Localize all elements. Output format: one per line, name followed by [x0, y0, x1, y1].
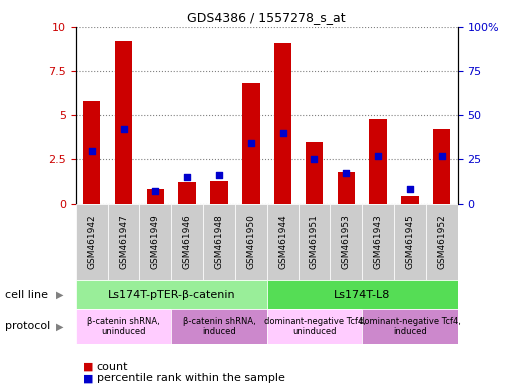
Title: GDS4386 / 1557278_s_at: GDS4386 / 1557278_s_at: [187, 11, 346, 24]
Point: [342, 170, 350, 177]
Point: [119, 126, 128, 132]
Text: GSM461952: GSM461952: [437, 215, 446, 269]
Bar: [235, 204, 267, 280]
Bar: [299, 204, 331, 280]
Bar: [401, 197, 418, 204]
Text: GSM461951: GSM461951: [310, 215, 319, 269]
Text: β-catenin shRNA,
induced: β-catenin shRNA, induced: [183, 317, 255, 336]
Bar: [178, 182, 196, 204]
Text: ▶: ▶: [56, 290, 64, 300]
Bar: [242, 83, 259, 204]
Bar: [115, 41, 132, 204]
Bar: [369, 119, 387, 204]
Point: [151, 188, 160, 194]
Point: [310, 156, 319, 162]
Text: GSM461945: GSM461945: [405, 215, 414, 269]
Bar: [362, 309, 458, 344]
Text: GSM461947: GSM461947: [119, 215, 128, 269]
Text: dominant-negative Tcf4,
induced: dominant-negative Tcf4, induced: [359, 317, 461, 336]
Text: protocol: protocol: [5, 321, 51, 331]
Bar: [267, 280, 458, 309]
Text: Ls174T-pTER-β-catenin: Ls174T-pTER-β-catenin: [107, 290, 235, 300]
Bar: [394, 204, 426, 280]
Text: GSM461942: GSM461942: [87, 215, 96, 269]
Text: percentile rank within the sample: percentile rank within the sample: [97, 373, 285, 383]
Bar: [172, 204, 203, 280]
Text: dominant-negative Tcf4,
uninduced: dominant-negative Tcf4, uninduced: [264, 317, 366, 336]
Bar: [267, 204, 299, 280]
Bar: [108, 204, 140, 280]
Point: [406, 186, 414, 192]
Bar: [146, 189, 164, 204]
Bar: [306, 142, 323, 204]
Point: [438, 153, 446, 159]
Text: GSM461949: GSM461949: [151, 215, 160, 269]
Bar: [274, 43, 291, 204]
Bar: [140, 204, 172, 280]
Point: [374, 153, 382, 159]
Bar: [210, 180, 228, 204]
Bar: [362, 204, 394, 280]
Text: GSM461944: GSM461944: [278, 215, 287, 269]
Bar: [172, 309, 267, 344]
Bar: [331, 204, 362, 280]
Text: GSM461946: GSM461946: [183, 215, 192, 269]
Bar: [433, 129, 450, 204]
Text: GSM461950: GSM461950: [246, 215, 255, 269]
Text: GSM461943: GSM461943: [373, 215, 383, 269]
Point: [215, 172, 223, 178]
Bar: [203, 204, 235, 280]
Point: [87, 147, 96, 154]
Text: ▶: ▶: [56, 321, 64, 331]
Text: GSM461953: GSM461953: [342, 215, 351, 269]
Text: cell line: cell line: [5, 290, 48, 300]
Bar: [76, 280, 267, 309]
Bar: [76, 309, 172, 344]
Bar: [337, 172, 355, 204]
Bar: [267, 309, 362, 344]
Text: ■: ■: [76, 362, 93, 372]
Text: Ls174T-L8: Ls174T-L8: [334, 290, 390, 300]
Point: [247, 141, 255, 147]
Bar: [76, 204, 108, 280]
Text: GSM461948: GSM461948: [214, 215, 223, 269]
Bar: [83, 101, 100, 204]
Text: ■: ■: [76, 373, 93, 383]
Text: count: count: [97, 362, 128, 372]
Text: β-catenin shRNA,
uninduced: β-catenin shRNA, uninduced: [87, 317, 160, 336]
Bar: [426, 204, 458, 280]
Point: [183, 174, 191, 180]
Point: [278, 130, 287, 136]
